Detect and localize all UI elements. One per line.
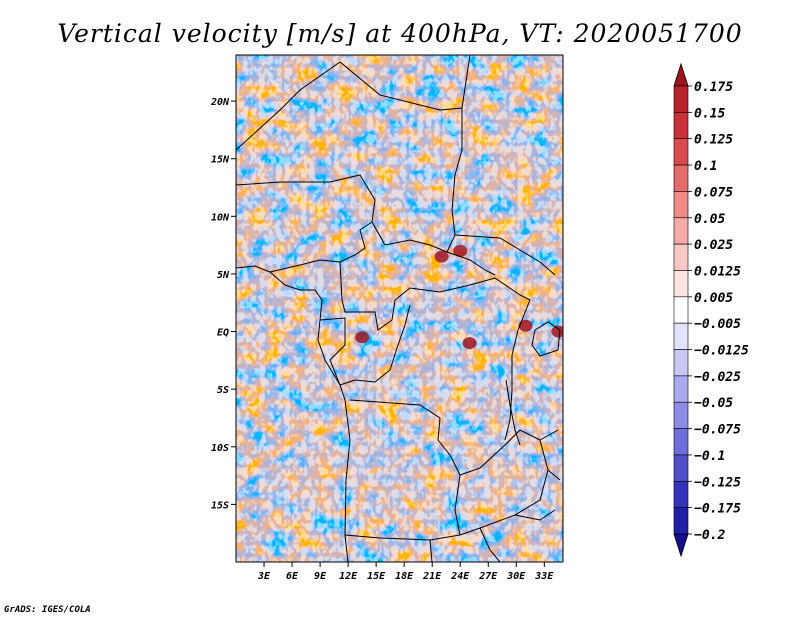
colorbar-label-0: 0.175 (694, 80, 733, 95)
border-zambia (459, 429, 549, 536)
border-botswana (429, 527, 501, 562)
x-tick-label-2: 9E (314, 571, 327, 582)
border-mozambique (514, 429, 561, 521)
colorbar-segment-17 (673, 507, 689, 535)
x-tick-label-0: 3E (257, 571, 271, 582)
feature-ascent-0 (453, 244, 468, 257)
feature-ascent-3 (518, 319, 533, 332)
feature-ascent-2 (551, 325, 563, 338)
border-gabon (319, 317, 356, 386)
colorbar-segment-15 (673, 454, 689, 482)
colorbar-label-5: 0.05 (694, 212, 725, 227)
colorbar-segment-7 (673, 243, 689, 271)
colorbar-segment-3 (673, 138, 689, 166)
border-drc-west (354, 304, 411, 383)
credit-label: GrADS: IGES/COLA (4, 605, 91, 615)
colorbar-label-12: −0.05 (694, 396, 733, 411)
colorbar-segment-13 (673, 401, 689, 429)
colorbar-segment-10 (673, 322, 689, 350)
lake-victoria (531, 321, 561, 357)
colorbar: 0.175 0.15 0.125 0.1 0.075 0.05 0.025 0.0125 0.0… (673, 62, 749, 558)
border-sahara (236, 55, 471, 151)
colorbar-label-8: 0.005 (694, 291, 733, 306)
x-tick-label-10: 33E (534, 571, 554, 582)
colorbar-label-9: −0.005 (694, 317, 741, 332)
map-frame (235, 54, 564, 563)
y-tick-label-7: 15S (211, 500, 229, 511)
border-car (384, 239, 496, 276)
y-tick-label-5: 5S (217, 385, 229, 396)
country-borders (236, 55, 561, 562)
colorbar-segment-2 (673, 112, 689, 140)
colorbar-label-1: 0.15 (694, 106, 725, 121)
colorbar-segment-5 (673, 191, 689, 219)
x-tick-label-6: 21E (422, 571, 442, 582)
y-tick-label-2: 10N (211, 212, 230, 223)
feature-ascent-1 (434, 250, 449, 263)
colorbar-label-7: 0.0125 (694, 264, 741, 279)
y-tick-label-1: 15N (211, 155, 230, 166)
colorbar-label-4: 0.075 (694, 185, 733, 200)
x-tick-label-7: 24E (450, 571, 470, 582)
x-tick-label-3: 12E (339, 571, 358, 582)
chart-title: Vertical velocity [m/s] at 400hPa, VT: 2… (57, 19, 742, 48)
coastline-west (236, 265, 351, 562)
colorbar-label-11: −0.025 (694, 370, 741, 385)
feature-ascent-4 (355, 331, 370, 344)
colorbar-segment-14 (673, 428, 689, 456)
colorbar-bottom-tip (673, 533, 689, 558)
x-tick-label-8: 27E (478, 571, 498, 582)
colorbar-segment-8 (673, 270, 689, 298)
x-tick-label-1: 6E (286, 571, 299, 582)
colorbar-label-17: −0.2 (694, 528, 725, 543)
colorbar-label-15: −0.125 (694, 475, 741, 490)
border-angola-namibia (344, 534, 431, 541)
x-axis: 3E 6E 9E 12E 15E 18E 21E 24E 27E 30E 33E (257, 562, 554, 582)
colorbar-segment-11 (673, 349, 689, 377)
colorbar-segment-12 (673, 375, 689, 403)
colorbar-segment-6 (673, 217, 689, 245)
colorbar-label-14: −0.1 (694, 449, 725, 464)
colorbar-label-10: −0.0125 (694, 344, 749, 359)
x-tick-label-4: 15E (367, 571, 386, 582)
plot-area (235, 54, 564, 563)
colorbar-segment-4 (673, 164, 689, 192)
y-tick-label-0: 20N (210, 97, 230, 108)
colorbar-label-13: −0.075 (694, 423, 741, 438)
border-south-sudan (454, 234, 556, 276)
feature-ascent-5 (462, 337, 477, 350)
colorbar-top-tip (673, 62, 689, 87)
colorbar-segment-16 (673, 480, 689, 508)
x-tick-label-9: 30E (506, 571, 526, 582)
border-chad-sudan (446, 108, 463, 253)
colorbar-segment-1 (673, 85, 689, 113)
y-tick-label-3: 5N (217, 270, 230, 281)
lake-tanganyika (505, 379, 521, 446)
colorbar-label-3: 0.1 (694, 159, 717, 174)
y-tick-label-4: EQ (217, 328, 229, 339)
x-tick-label-5: 18E (395, 571, 414, 582)
border-nigeria-cameroon (269, 221, 373, 273)
y-axis: 20N 15N 10N 5N EQ 5S 10S 15S (210, 97, 236, 511)
colorbar-label-2: 0.125 (694, 133, 733, 148)
map-contour-texture (236, 55, 563, 562)
features-layer (355, 244, 563, 350)
colorbar-label-6: 0.025 (694, 238, 733, 253)
colorbar-segment-9 (673, 296, 689, 324)
border-drc-east (504, 299, 531, 441)
border-congo (339, 261, 531, 331)
y-tick-label-6: 10S (211, 443, 229, 454)
colorbar-label-16: −0.175 (694, 502, 741, 517)
border-angola (349, 399, 461, 541)
